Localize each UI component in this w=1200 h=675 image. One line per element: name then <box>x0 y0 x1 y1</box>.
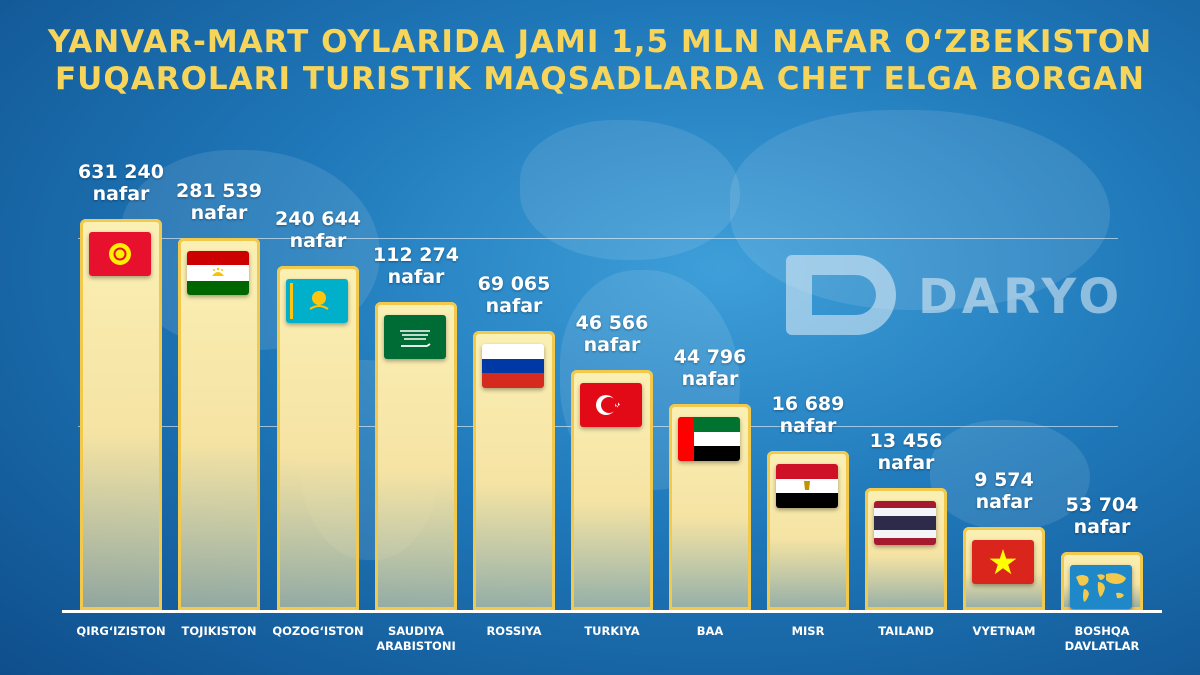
bar-uae <box>669 404 751 610</box>
daryo-logo-icon <box>786 255 896 335</box>
x-tick-label-egypt: MISR <box>791 624 825 638</box>
flag-kyrgyzstan-icon <box>89 232 151 276</box>
flag-uae-icon <box>678 417 740 461</box>
value-label-vietnam: 9 574 nafar <box>974 469 1034 513</box>
flag-thailand-icon <box>874 501 936 545</box>
x-tick-label-saudi-arabia: SAUDIYA ARABISTONI <box>376 624 456 653</box>
flag-vietnam-icon <box>972 540 1034 584</box>
flag-tajikistan-icon <box>187 251 249 295</box>
bar-russia <box>473 331 555 610</box>
map-continent-australia <box>930 420 1090 530</box>
value-label-tajikistan: 281 539 nafar <box>176 180 262 224</box>
flag-world-map-icon <box>1070 565 1132 609</box>
value-label-thailand: 13 456 nafar <box>869 430 943 474</box>
bar-tajikistan <box>178 238 260 610</box>
x-axis-baseline <box>62 610 1162 613</box>
bar-vietnam <box>963 527 1045 610</box>
map-continent-europe <box>520 120 740 260</box>
flag-kazakhstan-icon <box>286 279 348 323</box>
bar-kyrgyzstan <box>80 219 162 610</box>
flag-russia-icon <box>482 344 544 388</box>
x-tick-label-russia: ROSSIYA <box>486 624 542 638</box>
x-tick-label-turkey: TURKIYA <box>584 624 640 638</box>
chart-title: YANVAR-MART OYLARIDA JAMI 1,5 MLN NAFAR … <box>0 24 1200 98</box>
title-line-1: YANVAR-MART OYLARIDA JAMI 1,5 MLN NAFAR … <box>47 24 1153 60</box>
flag-turkey-icon <box>580 383 642 427</box>
flag-egypt-icon <box>776 464 838 508</box>
bar-thailand <box>865 488 947 610</box>
value-label-saudi-arabia: 112 274 nafar <box>373 244 459 288</box>
x-tick-label-world-map: BOSHQA DAVLATLAR <box>1064 624 1140 653</box>
bar-turkey <box>571 370 653 610</box>
x-tick-label-thailand: TAILAND <box>878 624 934 638</box>
value-label-russia: 69 065 nafar <box>477 273 551 317</box>
value-label-kazakhstan: 240 644 nafar <box>275 208 361 252</box>
daryo-logo-text: DARYO <box>918 269 1124 325</box>
x-tick-label-kazakhstan: QOZOG‘ISTON <box>272 624 364 638</box>
value-label-turkey: 46 566 nafar <box>575 312 649 356</box>
bar-kazakhstan <box>277 266 359 610</box>
flag-saudi-arabia-icon <box>384 315 446 359</box>
bar-egypt <box>767 451 849 610</box>
x-tick-label-vietnam: VYETNAM <box>972 624 1036 638</box>
x-tick-label-kyrgyzstan: QIRG‘IZISTON <box>76 624 166 638</box>
bar-world-map <box>1061 552 1143 610</box>
x-tick-label-uae: BAA <box>696 624 724 638</box>
value-label-world-map: 53 704 nafar <box>1065 494 1139 538</box>
title-line-2: FUQAROLARI TURISTIK MAQSADLARDA CHET ELG… <box>55 61 1145 97</box>
gridline-upper <box>78 238 1118 239</box>
daryo-logo: DARYO <box>786 255 1119 339</box>
x-tick-label-tajikistan: TOJIKISTON <box>181 624 257 638</box>
bar-saudi-arabia <box>375 302 457 610</box>
value-label-egypt: 16 689 nafar <box>771 393 845 437</box>
value-label-uae: 44 796 nafar <box>673 346 747 390</box>
value-label-kyrgyzstan: 631 240 nafar <box>78 161 164 205</box>
